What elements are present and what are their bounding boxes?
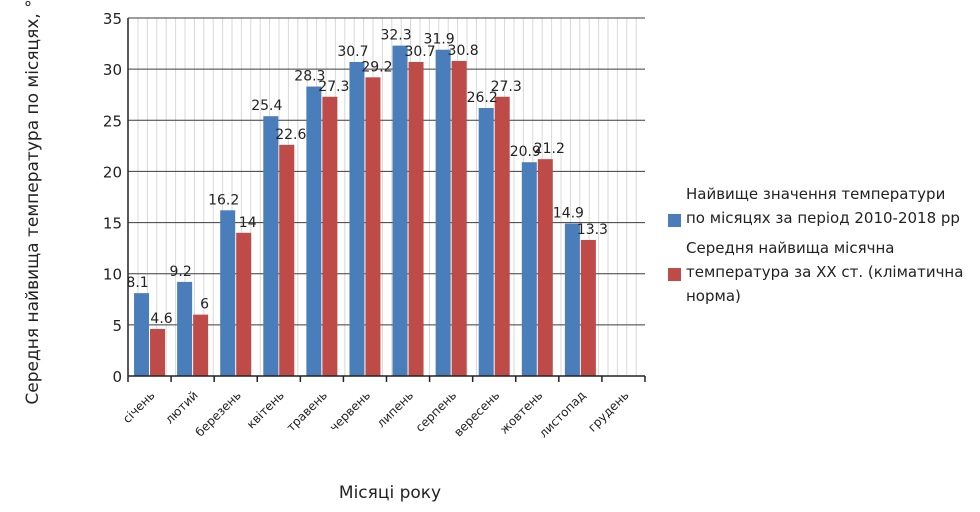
x-tick-label: квітень	[244, 388, 287, 431]
data-label-series-2: 30.8	[448, 43, 479, 59]
y-tick-label: 25	[103, 112, 122, 130]
data-label-series-1: 25.4	[251, 98, 282, 114]
data-label-series-2: 27.3	[318, 79, 349, 95]
bar-series-1	[134, 293, 150, 376]
bar-series-1	[263, 116, 279, 377]
y-tick-label: 20	[103, 163, 122, 181]
y-tick-label: 10	[103, 266, 122, 284]
data-label-series-1: 31.9	[424, 32, 455, 48]
bar-series-2	[494, 96, 510, 376]
x-tick-label: липень	[374, 388, 416, 430]
legend: Найвище значення температури по місяцях …	[668, 182, 968, 314]
bar-series-1	[177, 281, 193, 376]
bar-series-1	[521, 162, 537, 376]
data-label-series-2: 21.2	[534, 141, 565, 157]
bar-series-2	[537, 159, 553, 376]
y-tick-label: 5	[112, 317, 122, 335]
data-labels: 8.19.216.225.428.330.732.3 31.926.220.914…	[126, 28, 608, 327]
legend-item-series-2: Середня найвища місячна температура за Х…	[668, 236, 968, 308]
bar-series-2	[365, 77, 381, 376]
bar-series-2	[236, 232, 252, 376]
data-label-series-2: 6	[200, 297, 209, 313]
data-label-series-1: 26.2	[467, 90, 498, 106]
bar-series-1	[306, 86, 322, 376]
y-axis-label: Середня найвища температура по місяцях, …	[23, 0, 43, 405]
y-tick-label: 35	[103, 10, 122, 28]
data-label-series-1: 16.2	[208, 192, 239, 208]
data-label-series-1: 9.2	[169, 264, 191, 280]
bar-series-1	[478, 108, 494, 377]
y-tick-label: 30	[103, 61, 122, 79]
x-tick-label: грудень	[585, 388, 631, 434]
bar-series-1	[349, 61, 365, 377]
x-tick-label: червень	[327, 388, 373, 434]
data-label-series-2: 30.7	[404, 44, 435, 60]
data-label-series-2: 4.6	[150, 311, 172, 327]
y-tick-label: 0	[112, 368, 122, 386]
bar-series-2	[322, 96, 338, 376]
bar-series-2	[150, 328, 166, 376]
data-label-series-1: 14.9	[553, 206, 584, 222]
x-tick-label: березень	[193, 388, 244, 439]
x-tick-label: листопад	[536, 388, 588, 440]
bar-series-2	[580, 239, 596, 376]
x-tick-label: лютий	[162, 388, 200, 426]
legend-label-series-1: Найвище значення температури по місяцях …	[686, 185, 960, 227]
bar-series-1	[220, 210, 236, 376]
bars	[134, 45, 596, 377]
data-label-series-1: 20.9	[510, 144, 541, 160]
data-label-series-1: 30.7	[337, 44, 368, 60]
data-label-series-2: 14	[239, 215, 257, 231]
x-axis-label: Місяці року	[339, 483, 441, 503]
bar-series-2	[193, 314, 209, 376]
data-label-series-1: 8.1	[126, 275, 148, 291]
bar-series-1	[564, 223, 580, 376]
x-tick-label: травень	[284, 388, 330, 434]
data-label-series-2: 13.3	[577, 222, 608, 238]
legend-swatch-series-1	[668, 214, 681, 227]
data-label-series-2: 29.2	[361, 59, 392, 75]
data-label-series-2: 27.3	[491, 79, 522, 95]
legend-item-series-1: Найвище значення температури по місяцях …	[668, 182, 968, 230]
data-label-series-1: 28.3	[294, 69, 325, 85]
legend-swatch-series-2	[668, 268, 681, 281]
data-label-series-1: 32.3	[380, 28, 411, 44]
bar-series-2	[408, 61, 424, 377]
bar-series-2	[279, 144, 295, 376]
y-tick-label: 15	[103, 215, 122, 233]
data-label-series-2: 22.6	[275, 127, 306, 143]
bar-series-1	[435, 49, 451, 377]
x-tick-label: січень	[120, 388, 158, 426]
bar-series-2	[451, 60, 467, 377]
x-tick-label: вересень	[451, 388, 502, 439]
legend-label-series-2: Середня найвища місячна температура за Х…	[686, 239, 964, 305]
bar-series-1	[392, 45, 408, 377]
